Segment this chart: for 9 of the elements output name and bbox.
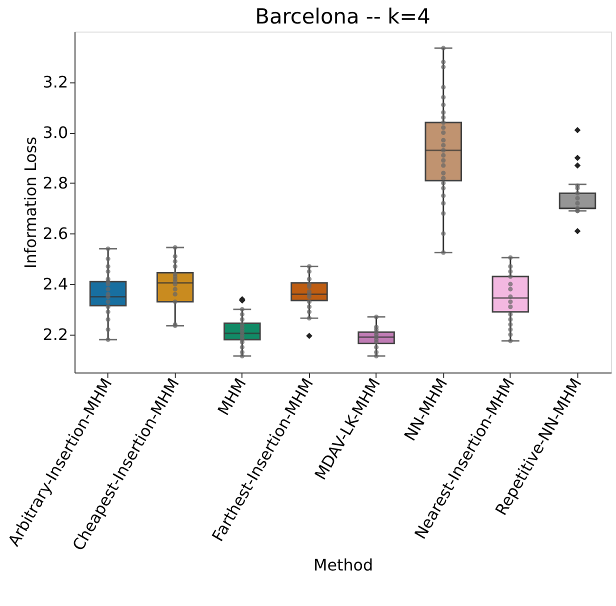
y-axis-title: Information Loss [20,136,40,268]
y-tick-label: 2.2 [42,325,68,344]
y-tick-label: 2.4 [42,274,68,294]
chart-title: Barcelona -- k=4 [255,4,430,29]
y-tick-label: 2.6 [42,224,68,244]
y-tick-label: 2.8 [42,174,68,193]
y-tick-label: 3.0 [42,123,68,142]
x-axis-title: Method [314,555,374,574]
y-tick-label: 3.2 [42,72,68,92]
